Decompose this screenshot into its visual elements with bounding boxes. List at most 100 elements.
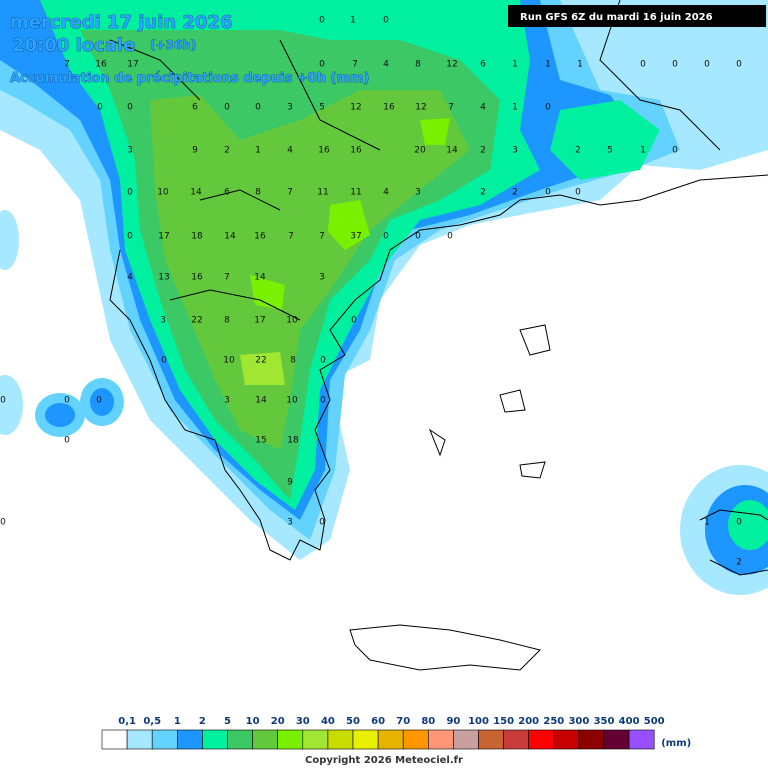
legend-label: 300 (568, 716, 589, 727)
map-value: 13 (158, 273, 169, 283)
map-value: 3 (127, 146, 133, 156)
legend-label: 20 (271, 716, 285, 727)
map-value: 2 (224, 146, 230, 156)
map-value: 3 (287, 103, 293, 113)
map-value: 20 (414, 146, 426, 156)
map-value: 4 (287, 146, 293, 156)
map-value: 11 (350, 188, 361, 198)
legend-label: 1 (174, 716, 181, 727)
legend-label: 100 (468, 716, 489, 727)
map-value: 0 (383, 16, 389, 26)
map-value: 6 (224, 188, 230, 198)
map-value: 0 (320, 356, 326, 366)
map-value: 1 (640, 146, 646, 156)
map-value: 0 (672, 146, 678, 156)
legend-swatch (126, 729, 153, 750)
map-value: 0 (545, 103, 551, 113)
map-value: 0 (319, 16, 325, 26)
map-value: 37 (350, 232, 361, 242)
legend-label: 150 (493, 716, 514, 727)
map-value: 1 (577, 60, 583, 70)
map-value: 7 (319, 232, 325, 242)
map-value: 4 (383, 188, 389, 198)
map-value: 1 (350, 16, 356, 26)
legend-swatch (628, 729, 655, 750)
map-value: 16 (95, 60, 107, 70)
legend-label: 40 (321, 716, 335, 727)
legend-label: 350 (594, 716, 615, 727)
legend-label: 500 (644, 716, 665, 727)
date-title: mercredi 17 juin 2026 (10, 12, 233, 33)
legend-label: 30 (296, 716, 310, 727)
map-value: 5 (607, 146, 613, 156)
map-value: 12 (350, 103, 361, 113)
legend-swatch (503, 729, 530, 750)
map-value: 14 (224, 232, 236, 242)
map-value: 7 (352, 60, 358, 70)
coastlines (109, 0, 768, 671)
legend-swatch (478, 729, 504, 750)
legend-swatch (603, 729, 630, 750)
map-value: 22 (191, 316, 202, 326)
map-value: 0 (64, 436, 70, 446)
map-value: 4 (383, 60, 389, 70)
map-value: 1 (704, 518, 710, 528)
map-value: 0 (224, 103, 230, 113)
legend-swatch (252, 729, 279, 750)
map-value: 4 (127, 273, 133, 283)
legend-label: 2 (199, 716, 206, 727)
map-value: 0 (97, 103, 103, 113)
lead-time: (+36h) (150, 38, 196, 52)
legend-label: 50 (346, 716, 360, 727)
map-value: 0 (351, 316, 357, 326)
map-value: 15 (255, 436, 266, 446)
map-value: 0 (672, 60, 678, 70)
map-value: 2 (480, 188, 486, 198)
map-value: 3 (319, 273, 325, 283)
map-value: 0 (96, 396, 102, 406)
map-value: 6 (480, 60, 486, 70)
map-value: 16 (350, 146, 362, 156)
map-value: 0 (545, 188, 551, 198)
map-value: 10 (286, 316, 298, 326)
map-value: 14 (254, 273, 266, 283)
map-value: 16 (318, 146, 330, 156)
map-value: 11 (317, 188, 328, 198)
map-value: 0 (255, 103, 261, 113)
legend-label: 5 (224, 716, 231, 727)
map-value: 5 (319, 103, 325, 113)
map-value: 0 (575, 188, 581, 198)
map-value: 8 (224, 316, 230, 326)
map-values: 0 1 07 16 17 0 7 4 8 12 6 1 1 1 0 0 0 00 0 6 0 0 3 5 12 16 12 7 4 1 03… (0, 16, 742, 568)
map-value: 1 (512, 60, 518, 70)
map-value: 10 (157, 188, 169, 198)
map-value: 17 (127, 60, 138, 70)
map-value: 0 (447, 232, 453, 242)
copyright: Copyright 2026 Meteociel.fr (305, 755, 463, 766)
map-value: 0 (127, 188, 133, 198)
legend-swatch (302, 729, 329, 750)
legend-label: 90 (446, 716, 460, 727)
map-value: 4 (480, 103, 486, 113)
legend-label: 80 (421, 716, 435, 727)
map-value: 0 (0, 518, 6, 528)
legend-label: 0,5 (143, 716, 161, 727)
run-label: Run GFS 6Z du mardi 16 juin 2026 (520, 12, 713, 23)
map-value: 16 (254, 232, 266, 242)
precip-fields (0, 0, 768, 595)
map-value: 7 (448, 103, 454, 113)
map-value: 14 (190, 188, 202, 198)
legend-swatch (427, 729, 454, 750)
map-value: 10 (223, 356, 235, 366)
map-value: 0 (64, 396, 70, 406)
map-value: 12 (415, 103, 426, 113)
legend-swatch (277, 729, 304, 750)
legend-swatch (352, 729, 379, 750)
map-value: 9 (192, 146, 198, 156)
legend-swatch (177, 729, 203, 750)
map-value: 1 (545, 60, 551, 70)
map-value: 3 (415, 188, 421, 198)
map-value: 16 (383, 103, 395, 113)
